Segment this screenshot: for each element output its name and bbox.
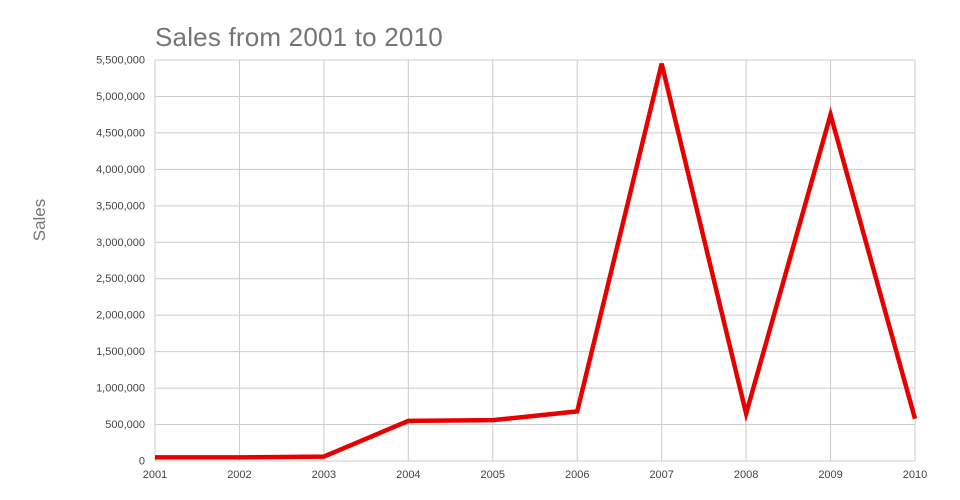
- y-tick-label: 3,000,000: [96, 237, 145, 249]
- y-tick-label: 1,500,000: [96, 346, 145, 358]
- y-tick-label: 0: [139, 456, 145, 468]
- y-tick-label: 3,500,000: [96, 200, 145, 212]
- chart-title: Sales from 2001 to 2010: [155, 22, 443, 52]
- y-tick-label: 2,000,000: [96, 310, 145, 322]
- x-tick-label: 2007: [649, 469, 673, 481]
- y-tick-label: 2,500,000: [96, 273, 145, 285]
- y-tick-label: 4,000,000: [96, 164, 145, 176]
- x-tick-label: 2004: [396, 469, 420, 481]
- series-line-sales: [155, 63, 918, 460]
- x-tick-label: 2005: [481, 469, 505, 481]
- y-tick-label: 500,000: [105, 419, 145, 431]
- x-tick-label: 2008: [734, 469, 758, 481]
- x-tick-label: 2009: [818, 469, 842, 481]
- x-tick-label: 2006: [565, 469, 589, 481]
- x-tick-label: 2003: [312, 469, 336, 481]
- y-tick-label: 4,500,000: [96, 127, 145, 139]
- x-tick-label: 2001: [143, 469, 167, 481]
- x-tick-label: 2002: [227, 469, 251, 481]
- y-tick-label: 1,000,000: [96, 383, 145, 395]
- y-tick-label: 5,500,000: [96, 55, 145, 67]
- x-tick-label: 2010: [903, 469, 927, 481]
- y-tick-label: 5,000,000: [96, 91, 145, 103]
